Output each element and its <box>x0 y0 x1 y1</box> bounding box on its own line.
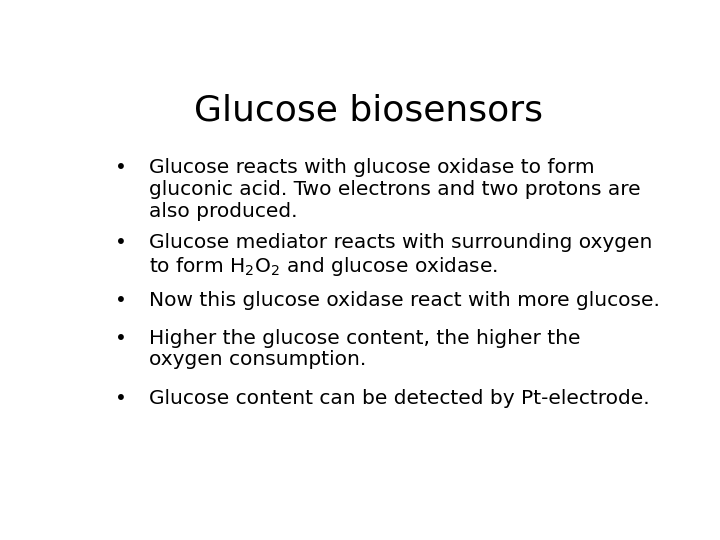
Text: Glucose reacts with glucose oxidase to form: Glucose reacts with glucose oxidase to f… <box>148 158 594 177</box>
Text: Now this glucose oxidase react with more glucose.: Now this glucose oxidase react with more… <box>148 292 660 310</box>
Text: to form H$_2$O$_2$ and glucose oxidase.: to form H$_2$O$_2$ and glucose oxidase. <box>148 255 498 278</box>
Text: •: • <box>114 233 127 252</box>
Text: Glucose biosensors: Glucose biosensors <box>194 94 544 128</box>
Text: gluconic acid. Two electrons and two protons are: gluconic acid. Two electrons and two pro… <box>148 180 640 199</box>
Text: Glucose content can be detected by Pt-electrode.: Glucose content can be detected by Pt-el… <box>148 389 649 408</box>
Text: Higher the glucose content, the higher the: Higher the glucose content, the higher t… <box>148 329 580 348</box>
Text: •: • <box>114 389 127 408</box>
Text: •: • <box>114 292 127 310</box>
Text: oxygen consumption.: oxygen consumption. <box>148 350 366 369</box>
Text: •: • <box>114 158 127 177</box>
Text: Glucose mediator reacts with surrounding oxygen: Glucose mediator reacts with surrounding… <box>148 233 652 252</box>
Text: also produced.: also produced. <box>148 201 297 221</box>
Text: •: • <box>114 329 127 348</box>
